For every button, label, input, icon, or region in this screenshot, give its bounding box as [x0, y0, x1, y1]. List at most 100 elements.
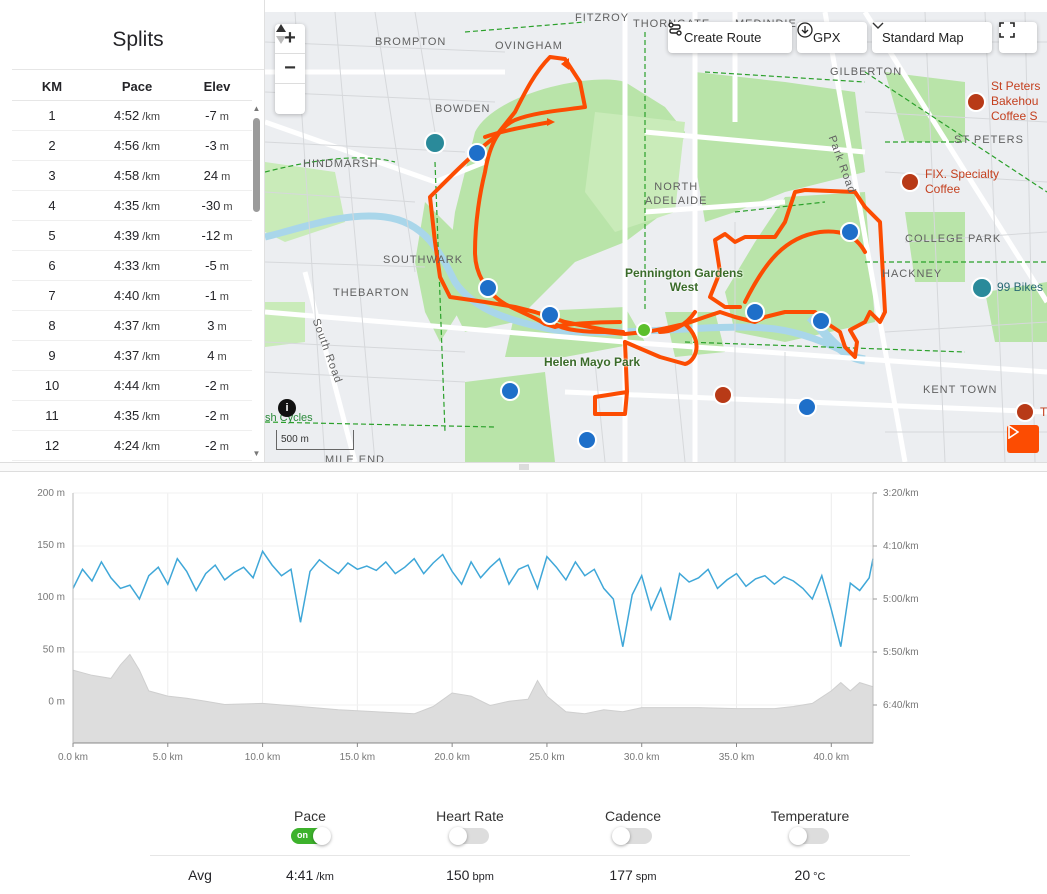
label-thebarton: THEBARTON	[333, 287, 410, 299]
split-elev-value: 3	[207, 318, 215, 333]
pace-toggle[interactable]: on	[291, 827, 331, 845]
avg-label: Avg	[188, 867, 212, 883]
column-km: KM	[41, 78, 63, 94]
split-pace-unit: /km	[142, 321, 161, 333]
y-left-tick-label: 100 m	[37, 592, 65, 603]
label-gilberton: GILBERTON	[830, 66, 903, 78]
split-pace-value: 4:58	[113, 168, 140, 183]
splits-table-body[interactable]: 1 4:52/km -7 m 2 4:56/km -3 m 3 4:58/km 24 m 4 4:35/k…	[12, 101, 252, 461]
split-km: 10	[44, 378, 60, 393]
split-row[interactable]: 8 4:37/km 3 m	[12, 311, 252, 341]
x-tick-label: 35.0 km	[719, 752, 755, 763]
split-elev-value: -30	[201, 198, 221, 213]
label-ovingham: OVINGHAM	[495, 40, 563, 52]
split-row[interactable]: 11 4:35/km -2 m	[12, 401, 252, 431]
split-row[interactable]: 3 4:58/km 24 m	[12, 161, 252, 191]
fullscreen-button[interactable]	[999, 22, 1037, 53]
split-elev-unit: m	[221, 171, 231, 183]
y-left-tick-label: 200 m	[37, 488, 65, 499]
map-style-select[interactable]: Standard Map	[872, 22, 992, 53]
splits-scrollbar[interactable]: ▲ ▼	[252, 104, 261, 459]
split-km: 2	[48, 138, 56, 153]
label-southwark: SOUTHWARK	[383, 254, 464, 266]
info-icon[interactable]: i	[278, 399, 296, 417]
split-elev-value: -12	[201, 228, 221, 243]
split-elev-value: 24	[203, 168, 219, 183]
split-pace-value: 4:37	[113, 348, 140, 363]
zoom-out-button[interactable]: −	[275, 54, 305, 84]
split-km: 6	[48, 258, 56, 273]
split-pace: 4:33/km	[92, 258, 182, 273]
split-pace: 4:40/km	[92, 288, 182, 303]
avg-unit: °C	[813, 871, 826, 883]
split-km: 3	[48, 168, 56, 183]
gpx-download-button[interactable]: GPX	[797, 22, 867, 53]
heart-rate-toggle[interactable]	[449, 827, 489, 845]
cadence-toggle[interactable]	[612, 827, 652, 845]
temperature-toggle[interactable]	[789, 827, 829, 845]
label-bowden: BOWDEN	[435, 103, 491, 115]
split-row[interactable]: 4 4:35/km -30 m	[12, 191, 252, 221]
poi-t[interactable]: T	[1040, 405, 1047, 419]
chart-canvas: 0.0 km 5.0 km 10.0 km 15.0 km 20.0 km 25.0 km…	[37, 488, 919, 763]
split-row[interactable]: 1 4:52/km -7 m	[12, 101, 252, 131]
split-row[interactable]: 7 4:40/km -1 m	[12, 281, 252, 311]
poi-fix-coffee[interactable]: FIX. Specialty Coffee	[925, 167, 1000, 196]
avg-value: 150	[446, 867, 470, 883]
x-tick-label: 0.0 km	[58, 752, 88, 763]
poi-st-peters-bakehouse[interactable]: St Peters Bakehou Coffee S	[991, 79, 1041, 123]
route-map[interactable]: FITZROY THORNGATE MEDINDIE BROMPTON OVIN…	[265, 12, 1047, 462]
split-row[interactable]: 12 4:24/km -2 m	[12, 431, 252, 461]
y-right-tick-label: 5:00/km	[883, 594, 919, 605]
y-right-tick-label: 6:40/km	[883, 700, 919, 711]
split-elev: -7 m	[182, 108, 252, 123]
split-pace-value: 4:52	[113, 108, 140, 123]
split-pace-value: 4:44	[113, 378, 140, 393]
split-elev: 24 m	[182, 168, 252, 183]
split-elev-unit: m	[223, 231, 233, 243]
stream-cadence: Cadence	[563, 808, 703, 845]
scroll-thumb[interactable]	[253, 118, 260, 212]
play-flyby-button[interactable]	[1007, 425, 1039, 453]
avg-value: 20	[794, 867, 811, 883]
split-elev-unit: m	[219, 111, 229, 123]
split-elev: -3 m	[182, 138, 252, 153]
resize-handle[interactable]	[0, 462, 1047, 472]
y-left-tick-label: 0 m	[48, 696, 65, 707]
x-tick-label: 25.0 km	[529, 752, 565, 763]
label-st-peters: ST PETERS	[954, 134, 1024, 146]
create-route-button[interactable]: Create Route	[668, 22, 792, 53]
poi-99-bikes[interactable]: 99 Bikes	[997, 280, 1044, 294]
compass-icon[interactable]	[275, 24, 305, 114]
zoom-in-button[interactable]: +	[275, 24, 305, 54]
split-row[interactable]: 6 4:33/km -5 m	[12, 251, 252, 281]
split-km: 1	[48, 108, 56, 123]
split-elev-unit: m	[217, 351, 227, 363]
elevation-pace-chart[interactable]: 0.0 km 5.0 km 10.0 km 15.0 km 20.0 km 25.0 km…	[0, 478, 1047, 768]
split-pace: 4:58/km	[92, 168, 182, 183]
scroll-down-icon[interactable]: ▼	[252, 449, 261, 458]
split-elev-unit: m	[219, 381, 229, 393]
split-pace-unit: /km	[142, 231, 161, 243]
y-right-tick-label: 4:10/km	[883, 541, 919, 552]
split-pace-unit: /km	[142, 381, 161, 393]
label-north-adelaide: NORTH ADELAIDE	[645, 181, 708, 207]
split-row[interactable]: 5 4:39/km -12 m	[12, 221, 252, 251]
avg-heart-rate: 150 bpm	[400, 867, 540, 883]
y-right-tick-label: 5:50/km	[883, 647, 919, 658]
toggle-knob	[789, 827, 807, 845]
label-cycles: sh Cycles	[265, 412, 313, 424]
split-row[interactable]: 10 4:44/km -2 m	[12, 371, 252, 401]
split-row[interactable]: 2 4:56/km -3 m	[12, 131, 252, 161]
splits-header: KM Pace Elev	[12, 72, 252, 101]
map-scale: 500 m	[276, 430, 354, 450]
split-pace-unit: /km	[142, 141, 161, 153]
avg-temperature: 20 °C	[740, 867, 880, 883]
scroll-up-icon[interactable]: ▲	[252, 104, 261, 113]
y-left-tick-label: 50 m	[43, 644, 65, 655]
split-km: 8	[48, 318, 56, 333]
split-pace: 4:24/km	[92, 438, 182, 453]
split-row[interactable]: 9 4:37/km 4 m	[12, 341, 252, 371]
